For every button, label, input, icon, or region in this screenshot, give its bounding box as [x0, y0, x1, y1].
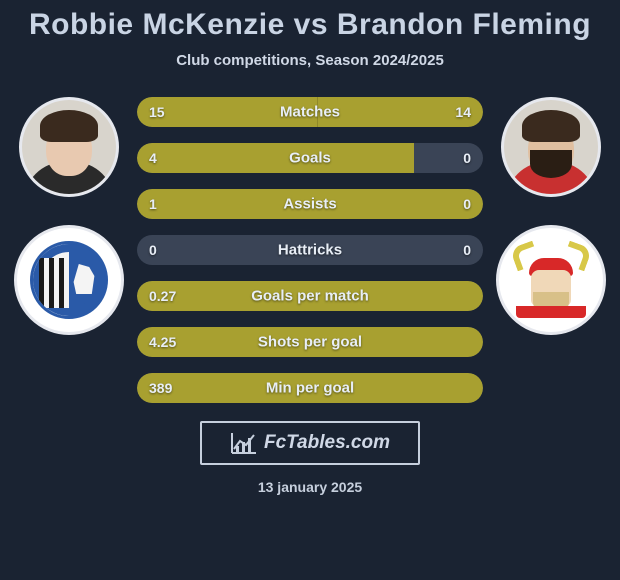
- stat-left-value: 4: [149, 150, 157, 166]
- stat-label: Assists: [283, 196, 336, 213]
- stat-label: Shots per goal: [258, 334, 362, 351]
- footer: FcTables.com 13 january 2025: [200, 421, 420, 495]
- stat-bar: 1 Assists 0: [137, 189, 483, 219]
- player-left-avatar: [19, 97, 119, 197]
- right-column: [501, 97, 601, 335]
- attribution-box: FcTables.com: [200, 421, 420, 465]
- stat-label: Goals per match: [251, 288, 369, 305]
- stat-bar: 4 Goals 0: [137, 143, 483, 173]
- stat-label: Matches: [280, 104, 340, 121]
- stat-left-value: 389: [149, 380, 172, 396]
- stat-left-value: 0: [149, 242, 157, 258]
- stats-column: 15 Matches 14 4 Goals 0 1 Assists 0 0 Hattricks 0 0.…: [137, 97, 483, 403]
- stat-bar: 0 Hattricks 0: [137, 235, 483, 265]
- stat-bar: 4.25 Shots per goal: [137, 327, 483, 357]
- stat-left-value: 1: [149, 196, 157, 212]
- date-text: 13 january 2025: [258, 479, 362, 495]
- stat-right-value: 0: [463, 242, 471, 258]
- subtitle: Club competitions, Season 2024/2025: [176, 52, 444, 69]
- stat-right-value: 14: [455, 104, 471, 120]
- stat-left-value: 15: [149, 104, 165, 120]
- comparison-card: Robbie McKenzie vs Brandon Fleming Club …: [0, 0, 620, 580]
- stat-bar: 15 Matches 14: [137, 97, 483, 127]
- stat-right-value: 0: [463, 196, 471, 212]
- page-title: Robbie McKenzie vs Brandon Fleming: [29, 8, 591, 42]
- stat-right-value: 0: [463, 150, 471, 166]
- stat-label: Goals: [289, 150, 331, 167]
- stat-bar: 0.27 Goals per match: [137, 281, 483, 311]
- stat-left-value: 0.27: [149, 288, 176, 304]
- chart-icon: [230, 431, 258, 455]
- attribution-text: FcTables.com: [264, 432, 390, 454]
- stat-label: Hattricks: [278, 242, 342, 259]
- stat-bar: 389 Min per goal: [137, 373, 483, 403]
- stat-left-value: 4.25: [149, 334, 176, 350]
- player-right-avatar: [501, 97, 601, 197]
- left-column: [19, 97, 119, 335]
- club-left-logo: [14, 225, 124, 335]
- club-right-logo: [496, 225, 606, 335]
- stat-label: Min per goal: [266, 380, 354, 397]
- main-row: 15 Matches 14 4 Goals 0 1 Assists 0 0 Hattricks 0 0.…: [0, 97, 620, 403]
